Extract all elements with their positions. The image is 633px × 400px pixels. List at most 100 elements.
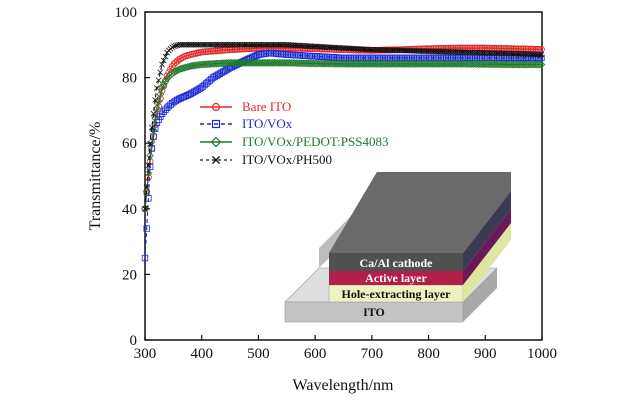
data-point: [260, 58, 268, 67]
data-point: [416, 59, 425, 68]
data-point: [452, 59, 461, 68]
data-point: [158, 83, 166, 92]
data-point: [518, 60, 527, 69]
active-layer-label: Active layer: [365, 271, 427, 285]
data-point: [306, 59, 314, 68]
y-tick-label: 80: [122, 71, 137, 87]
data-point: [408, 59, 416, 68]
data-point: [479, 60, 488, 68]
data-point: [534, 60, 542, 69]
data-point: [437, 59, 445, 68]
data-point: [270, 58, 279, 67]
x-tick-label: 800: [417, 346, 440, 362]
data-point: [506, 60, 515, 69]
cathode-label: Ca/Al cathode: [360, 256, 434, 270]
data-point: [401, 59, 410, 68]
legend-entry-bare-ito: Bare ITO: [200, 99, 291, 114]
y-tick-label: 20: [122, 267, 137, 283]
data-point: [284, 59, 292, 67]
x-tick-label: 400: [190, 346, 213, 362]
data-point: [532, 60, 541, 69]
data-point: [530, 60, 539, 69]
data-point: [323, 59, 331, 68]
data-point: [515, 60, 524, 69]
x-tick-label: 500: [247, 346, 270, 362]
data-point: [319, 59, 328, 68]
data-point: [527, 60, 536, 69]
data-point: [464, 60, 473, 68]
data-point: [398, 59, 406, 68]
data-point: [496, 60, 505, 69]
data-point: [338, 59, 347, 68]
data-point: [335, 59, 343, 68]
cathode-top-shade: [329, 172, 511, 253]
data-point: [227, 58, 236, 67]
data-point: [355, 59, 364, 68]
data-point: [537, 60, 546, 69]
data-point: [469, 60, 478, 68]
series-ito-vox: [141, 49, 545, 262]
series-line: [144, 62, 542, 209]
legend-entry-ito-vox: ITO/VOx: [200, 116, 293, 131]
legend-label-ito-vox-pedot: ITO/VOx/PEDOT:PSS4083: [242, 134, 388, 149]
data-point: [239, 58, 248, 67]
data-point: [180, 93, 188, 100]
data-point: [455, 59, 464, 68]
data-point: [238, 58, 246, 67]
data-point: [350, 59, 359, 68]
data-point: [483, 60, 491, 69]
data-point: [224, 59, 233, 67]
data-point: [370, 59, 379, 68]
data-point: [250, 58, 258, 67]
data-point: [438, 59, 447, 68]
x-tick-label: 300: [134, 346, 157, 362]
data-point: [357, 59, 365, 68]
data-point: [435, 59, 444, 68]
data-point: [445, 59, 454, 68]
legend-label-bare-ito: Bare ITO: [242, 99, 291, 114]
series-ito-vox-ph500: [142, 41, 545, 212]
data-point: [372, 59, 381, 68]
data-point: [466, 60, 474, 68]
data-point: [280, 58, 289, 67]
data-point: [318, 59, 326, 68]
data-point: [233, 58, 241, 67]
data-point: [374, 59, 382, 68]
x-tick-label: 700: [361, 346, 384, 362]
data-point: [273, 58, 282, 67]
data-point: [156, 90, 165, 99]
data-point: [472, 60, 481, 68]
data-point: [173, 57, 181, 65]
data-point: [508, 60, 517, 69]
data-point: [267, 58, 275, 67]
data-point: [333, 59, 342, 68]
data-point: [304, 59, 313, 68]
data-point: [252, 52, 259, 60]
data-point: [394, 59, 403, 68]
data-point: [450, 59, 459, 68]
data-point: [301, 59, 309, 68]
y-tick-label: 40: [122, 202, 137, 218]
data-point: [484, 60, 493, 69]
data-point: [389, 59, 398, 68]
data-point: [396, 59, 405, 68]
data-point: [289, 59, 297, 67]
x-tick-label: 600: [304, 346, 327, 362]
data-point: [535, 60, 544, 69]
data-point: [505, 60, 513, 69]
data-point: [263, 58, 272, 67]
data-point: [236, 58, 245, 67]
data-point: [347, 59, 355, 68]
data-point: [285, 59, 294, 67]
data-point: [341, 59, 350, 68]
legend-entry-ito-vox-pedot: ITO/VOx/PEDOT:PSS4083: [200, 134, 388, 149]
data-point: [143, 225, 150, 232]
data-point: [391, 59, 399, 68]
data-point: [234, 58, 243, 67]
data-point: [336, 59, 345, 68]
data-point: [312, 59, 321, 68]
data-point: [241, 58, 250, 67]
data-point: [392, 59, 401, 68]
data-point: [226, 58, 234, 67]
data-point: [360, 59, 369, 68]
